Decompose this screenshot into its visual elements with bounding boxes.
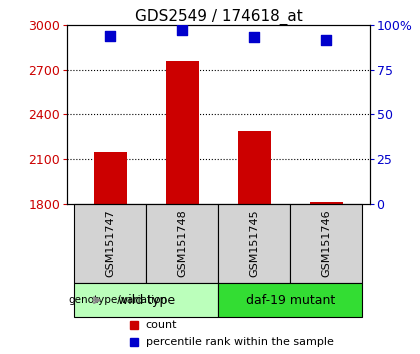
Bar — [94, 152, 126, 204]
Bar — [166, 61, 199, 204]
Bar — [238, 131, 270, 204]
Text: genotype/variation: genotype/variation — [68, 295, 168, 305]
Point — [251, 34, 258, 40]
Bar — [74, 283, 218, 317]
Text: daf-19 mutant: daf-19 mutant — [246, 294, 335, 307]
Text: GSM151745: GSM151745 — [249, 210, 260, 277]
Point — [179, 27, 186, 33]
Point — [323, 37, 330, 43]
Text: GSM151748: GSM151748 — [177, 210, 187, 278]
Text: GSM151747: GSM151747 — [105, 210, 116, 278]
Bar — [74, 204, 147, 283]
Point — [107, 34, 114, 39]
Bar — [218, 283, 362, 317]
Bar — [218, 204, 290, 283]
Text: GSM151746: GSM151746 — [321, 210, 331, 277]
Bar — [310, 201, 343, 204]
Bar — [147, 204, 218, 283]
Text: wild type: wild type — [118, 294, 175, 307]
Text: count: count — [146, 320, 177, 330]
Text: percentile rank within the sample: percentile rank within the sample — [146, 337, 334, 347]
Title: GDS2549 / 174618_at: GDS2549 / 174618_at — [134, 8, 302, 25]
Bar — [290, 204, 362, 283]
